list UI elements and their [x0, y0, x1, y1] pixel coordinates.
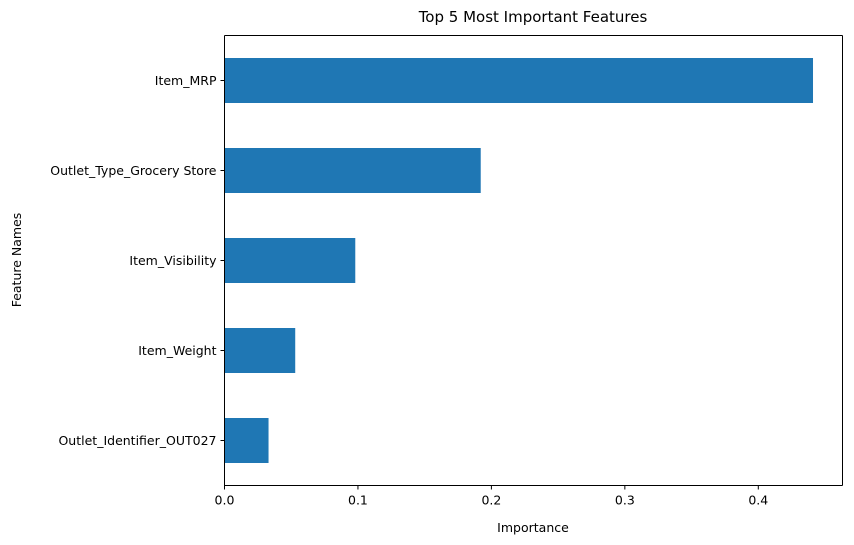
chart-title: Top 5 Most Important Features — [418, 8, 648, 26]
y-tick-label: Item_MRP — [155, 73, 217, 88]
bar-outlet-identifier-out027 — [224, 418, 269, 463]
y-tick-label: Item_Visibility — [129, 253, 217, 268]
y-axis-label: Feature Names — [9, 213, 24, 308]
x-tick-label: 0.4 — [748, 493, 768, 508]
bars-group — [224, 58, 814, 463]
bar-outlet-type-grocery-store — [224, 148, 481, 193]
x-tick-label: 0.3 — [615, 493, 635, 508]
y-tick-label: Outlet_Type_Grocery Store — [50, 163, 217, 178]
x-axis-label: Importance — [497, 520, 569, 535]
x-tick-label: 0.0 — [215, 493, 235, 508]
y-tick-label: Outlet_Identifier_OUT027 — [58, 433, 216, 448]
x-ticks-group: 0.0 0.1 0.2 0.3 0.4 — [215, 485, 768, 508]
y-ticks-group: Outlet_Identifier_OUT027 Item_Weight Item_… — [50, 73, 225, 448]
x-tick-label: 0.2 — [481, 493, 501, 508]
bar-item-mrp — [224, 58, 814, 103]
y-tick-label: Item_Weight — [138, 343, 216, 358]
x-tick-label: 0.1 — [348, 493, 368, 508]
bar-item-visibility — [224, 238, 356, 283]
bar-item-weight — [224, 328, 296, 373]
